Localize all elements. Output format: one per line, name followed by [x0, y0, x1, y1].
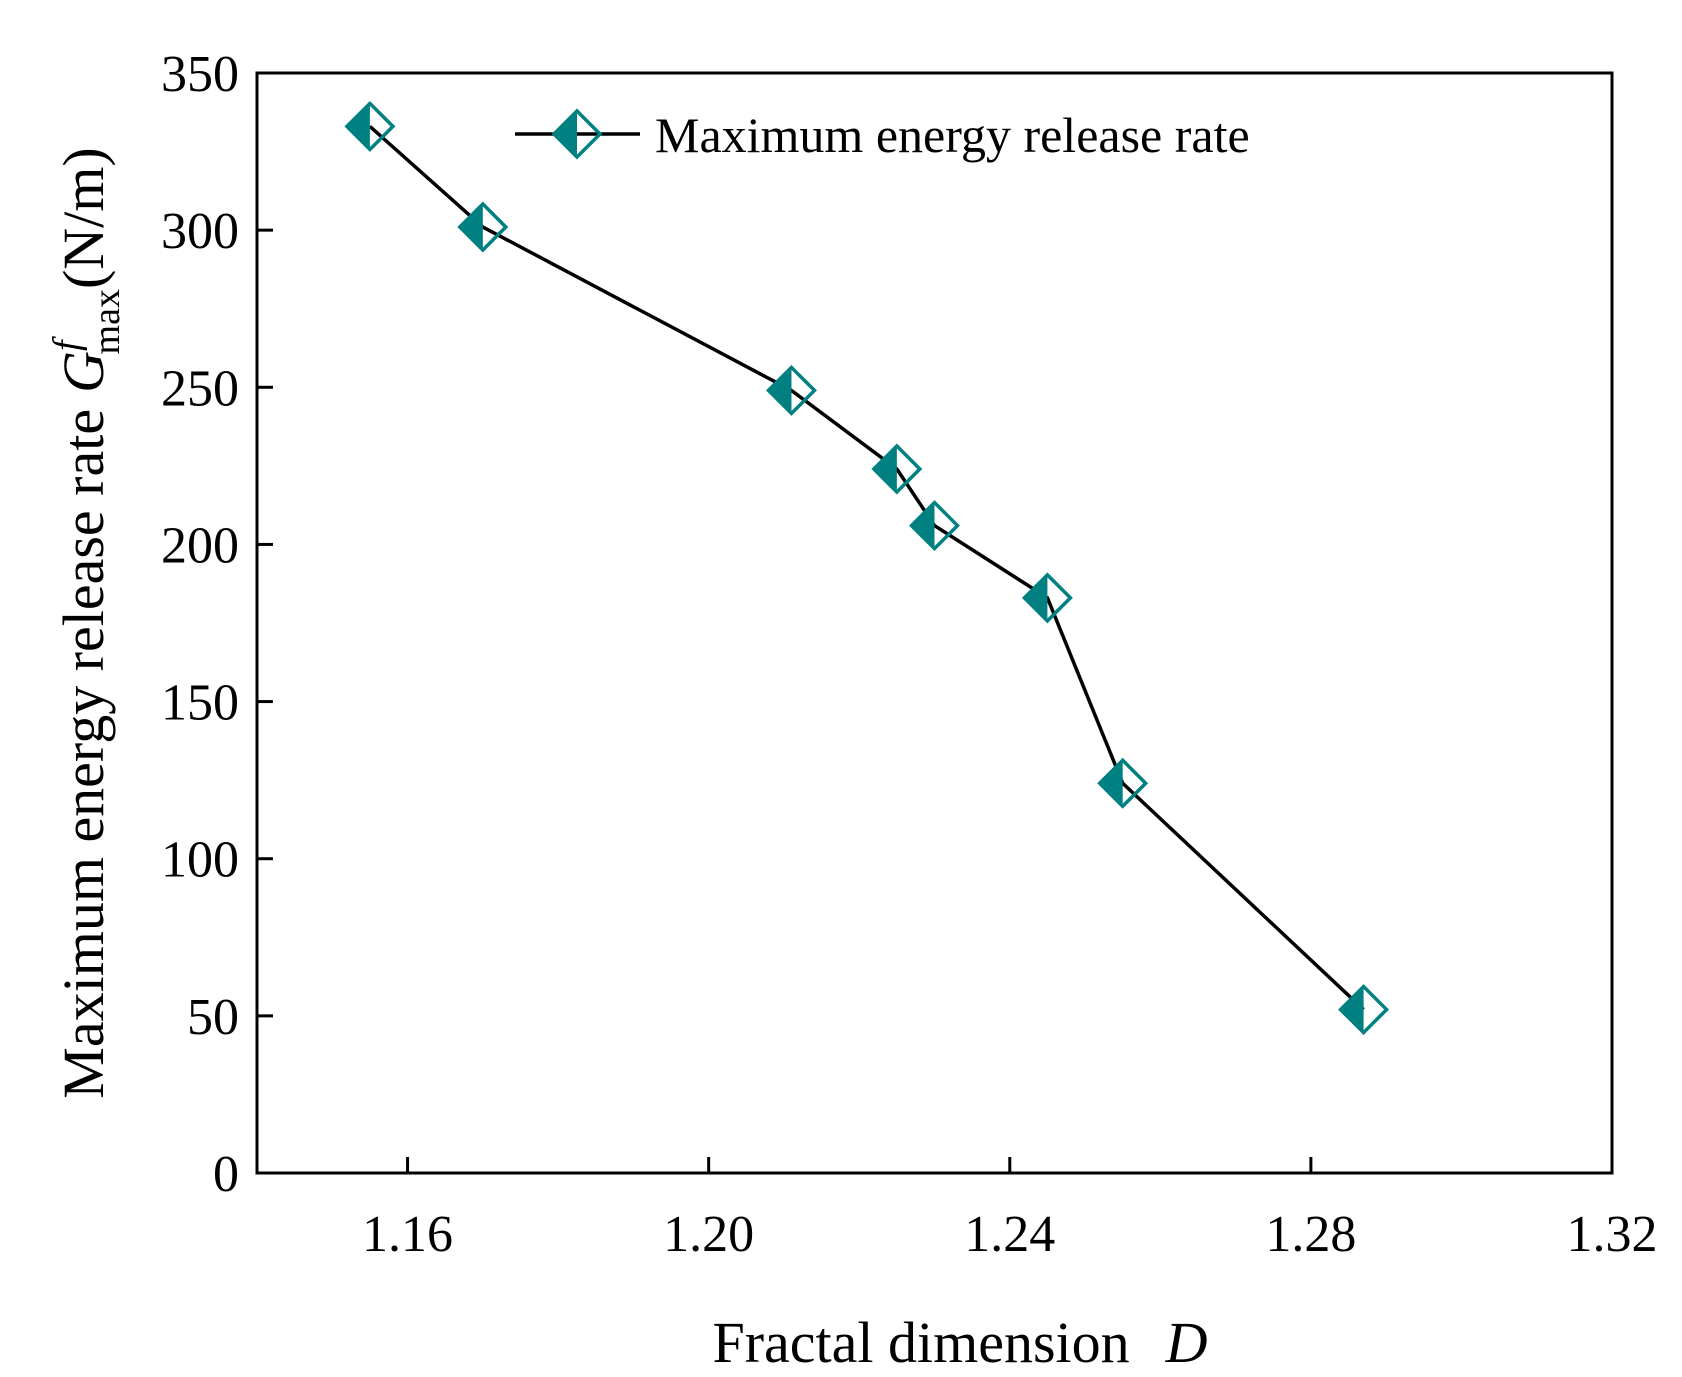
diamond-left-half — [768, 367, 792, 414]
diamond-left-half — [1340, 986, 1364, 1033]
data-point — [457, 201, 509, 253]
diamond-outline — [551, 108, 603, 160]
diamond-outline — [909, 500, 960, 552]
y-axis-title-text: Maximum energy release rate — [51, 409, 116, 1099]
plot-frame — [255, 71, 1614, 1175]
x-tick-label: 1.24 — [964, 1206, 1055, 1263]
y-tick-label: 100 — [161, 832, 239, 889]
diamond-outline — [871, 443, 923, 495]
y-axis-unit: (N/m) — [51, 147, 116, 289]
series-line — [368, 125, 1365, 1011]
data-point — [344, 100, 396, 152]
y-tick-label: 250 — [161, 360, 239, 417]
y-tick-label: 0 — [213, 1146, 239, 1203]
x-tick-label: 1.32 — [1567, 1206, 1658, 1263]
diamond-left-half — [873, 446, 897, 492]
data-point — [1021, 572, 1073, 624]
legend-marker — [551, 108, 603, 160]
x-tick-label: 1.16 — [362, 1206, 453, 1263]
y-axis-superscript: f — [46, 336, 88, 351]
data-point — [1338, 984, 1390, 1036]
diamond-left-half — [1024, 574, 1048, 621]
y-tick-label: 150 — [161, 675, 239, 732]
data-point — [909, 500, 960, 552]
y-axis-symbol: G — [51, 351, 116, 393]
y-tick-label: 350 — [161, 46, 239, 103]
data-point — [765, 364, 817, 416]
x-tick-label: 1.28 — [1265, 1206, 1356, 1263]
diamond-left-half — [346, 103, 370, 150]
diamond-outline — [1338, 984, 1390, 1036]
diamond-left-half — [554, 111, 577, 157]
x-tick-label: 1.20 — [663, 1206, 754, 1263]
x-tick-labels: 1.16 1.20 1.24 1.28 1.32 — [362, 1206, 1657, 1263]
series-markers — [344, 100, 1390, 1036]
legend-label: Maximum energy release rate — [655, 107, 1250, 163]
diamond-outline — [344, 100, 396, 152]
y-tick-labels: 0 50 100 150 200 250 300 350 — [161, 46, 239, 1203]
legend: Maximum energy release rate — [515, 107, 1250, 163]
y-axis-title: Maximum energy release rate Gfmax(N/m) — [46, 147, 128, 1098]
data-point — [1097, 757, 1149, 809]
diamond-left-half — [459, 204, 483, 250]
y-tick-label: 300 — [161, 203, 239, 260]
diamond-outline — [1097, 757, 1149, 809]
x-axis-symbol: D — [1165, 1310, 1208, 1375]
axis-ticks — [257, 71, 1614, 1175]
diamond-outline — [457, 201, 509, 253]
x-axis-title-text: Fractal dimension — [712, 1310, 1129, 1375]
y-tick-label: 50 — [187, 989, 239, 1046]
data-point — [551, 108, 603, 160]
diamond-outline — [1021, 572, 1073, 624]
x-axis-title: Fractal dimension D — [712, 1310, 1207, 1375]
diamond-outline — [765, 364, 817, 416]
diamond-left-half — [1099, 760, 1123, 807]
y-tick-label: 200 — [161, 517, 239, 574]
y-axis-subscript: max — [86, 289, 128, 354]
diamond-left-half — [911, 502, 935, 549]
data-point — [871, 443, 923, 495]
